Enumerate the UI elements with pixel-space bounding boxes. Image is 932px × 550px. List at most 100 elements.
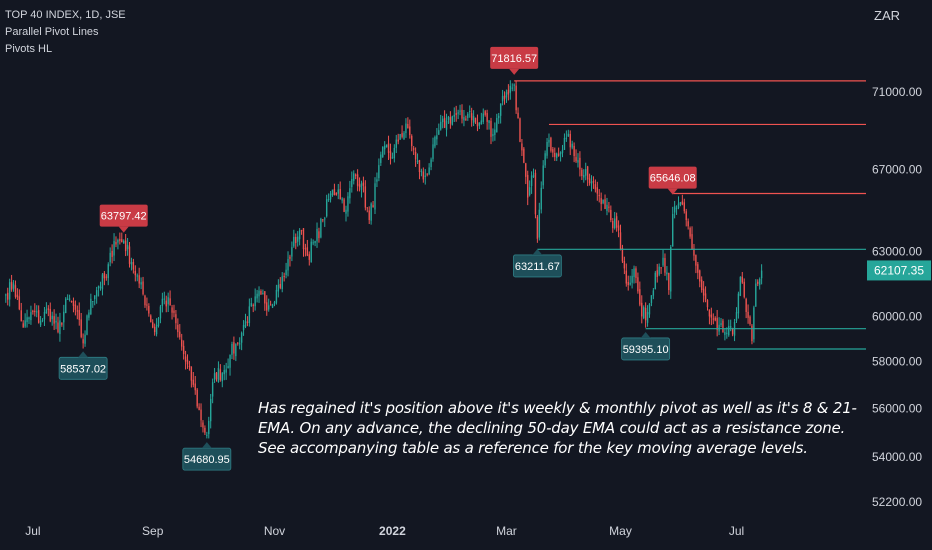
- x-tick-label: Jul: [25, 524, 40, 538]
- candle: [260, 289, 262, 295]
- candle: [28, 316, 30, 325]
- candle: [463, 109, 465, 127]
- candle: [432, 137, 434, 162]
- candle-body: [441, 118, 444, 123]
- candle-body: [269, 304, 272, 306]
- candle-body: [644, 307, 647, 321]
- candle-body: [714, 317, 716, 321]
- candle-body: [412, 148, 415, 150]
- candle: [80, 313, 82, 339]
- candle: [418, 159, 421, 180]
- candle-body: [242, 324, 245, 331]
- candle: [654, 270, 656, 290]
- candle-body: [76, 310, 79, 312]
- candle-body: [312, 242, 314, 244]
- candle: [345, 205, 347, 222]
- candle: [37, 305, 40, 324]
- candle-body: [142, 281, 144, 295]
- candle: [227, 358, 229, 369]
- candle: [416, 153, 419, 164]
- candle: [710, 307, 713, 326]
- candle-body: [519, 118, 521, 142]
- candle: [304, 243, 307, 257]
- candle: [747, 304, 749, 324]
- candle: [679, 201, 682, 207]
- candle: [277, 279, 280, 298]
- candle: [275, 284, 278, 305]
- candle: [641, 295, 643, 324]
- candle: [596, 181, 599, 201]
- candle: [492, 128, 494, 142]
- candle: [689, 226, 691, 239]
- candle-body: [368, 210, 370, 221]
- candle: [194, 376, 196, 395]
- candle-body: [8, 282, 11, 300]
- candle-body: [121, 239, 123, 243]
- candle: [608, 201, 610, 213]
- candle-body: [757, 281, 759, 284]
- candle: [94, 295, 96, 306]
- indicator-pivots-hl[interactable]: Pivots HL: [5, 43, 53, 55]
- candle-body: [190, 366, 193, 381]
- candle-body: [86, 315, 88, 335]
- pivot-label-box: [490, 46, 539, 69]
- x-tick-label: Mar: [496, 524, 517, 538]
- candle: [165, 295, 167, 313]
- symbol-title[interactable]: TOP 40 INDEX, 1D, JSE: [5, 9, 126, 21]
- candle-body: [639, 289, 641, 305]
- candle: [664, 253, 666, 276]
- candle: [569, 130, 571, 156]
- candle: [494, 122, 496, 141]
- candle: [322, 219, 324, 223]
- candle-body: [430, 159, 432, 167]
- candle-body: [579, 157, 581, 170]
- candle: [538, 202, 541, 241]
- candle: [196, 388, 198, 409]
- candle-body: [523, 148, 525, 163]
- candle-body: [758, 279, 761, 285]
- candle-body: [728, 325, 730, 336]
- candle-body: [12, 283, 15, 289]
- annotation-line-3: See accompanying table as a reference fo…: [258, 439, 808, 457]
- candle-body: [627, 281, 629, 286]
- candle-body: [521, 143, 523, 151]
- candle: [451, 115, 454, 126]
- candle: [505, 89, 508, 103]
- candle-body: [293, 236, 295, 247]
- candle-body: [585, 168, 587, 176]
- candle-body: [693, 248, 695, 256]
- candle: [395, 134, 397, 154]
- candle-body: [335, 192, 338, 195]
- candle: [637, 272, 639, 294]
- pivot-label-text: 65646.08: [650, 173, 696, 185]
- candle: [181, 333, 183, 351]
- candle: [217, 361, 220, 383]
- candle: [302, 228, 305, 257]
- pivot-low-label: 59395.10: [621, 331, 671, 361]
- indicator-parallel-pivot-lines[interactable]: Parallel Pivot Lines: [5, 26, 99, 38]
- candle-body: [577, 160, 579, 163]
- candle-body: [128, 246, 131, 264]
- candle: [337, 183, 339, 200]
- candle-body: [438, 130, 440, 135]
- candle-body: [621, 247, 624, 262]
- candle-body: [353, 173, 355, 181]
- candle: [399, 133, 401, 140]
- candle: [53, 309, 55, 330]
- candle: [219, 364, 222, 382]
- candle-body: [631, 275, 633, 283]
- candle: [57, 316, 59, 334]
- candle: [61, 322, 63, 327]
- candle-body: [534, 172, 537, 215]
- candle: [101, 273, 104, 296]
- x-axis: Jul Sep Nov 2022 Mar May Jul: [25, 524, 744, 538]
- candle-body: [571, 143, 573, 148]
- candle: [41, 318, 44, 323]
- candle-body: [735, 312, 738, 321]
- candle-body: [223, 370, 225, 375]
- candle: [592, 176, 595, 189]
- candle: [621, 244, 624, 264]
- candle-body: [331, 189, 334, 196]
- candle-body: [496, 117, 498, 133]
